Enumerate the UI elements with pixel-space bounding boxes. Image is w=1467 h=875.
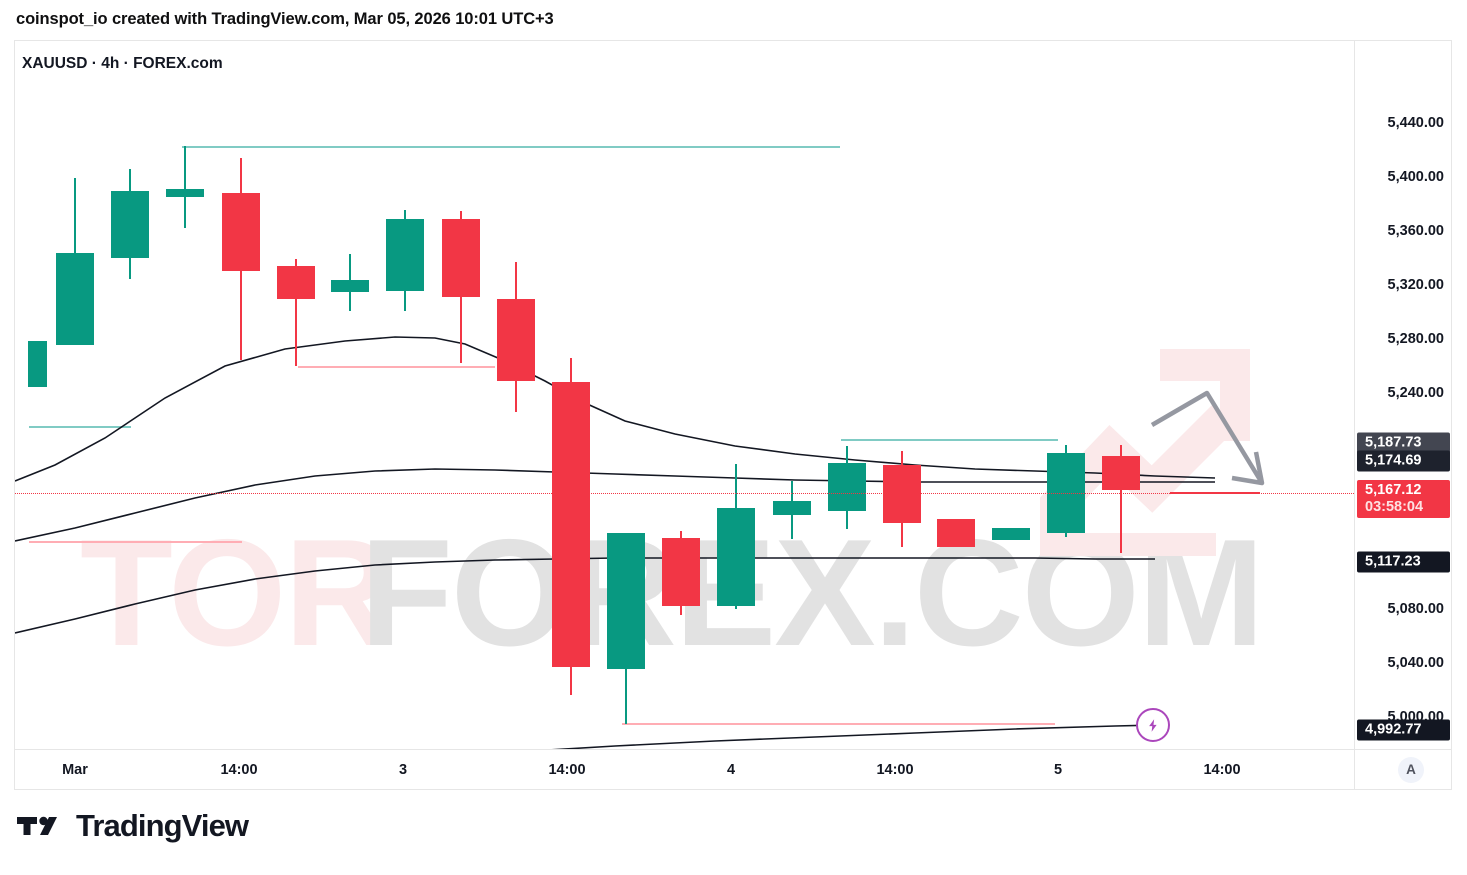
candle-body[interactable]	[552, 382, 590, 667]
resistance-pink-upper[interactable]	[298, 366, 495, 368]
candle-body[interactable]	[1102, 456, 1140, 490]
tradingview-wordmark: TradingView	[76, 808, 249, 843]
candle-body[interactable]	[56, 253, 94, 345]
candle-body[interactable]	[277, 266, 315, 299]
last-price-badge[interactable]: 5,167.12 03:58:04	[1357, 480, 1450, 518]
resistance-green-top[interactable]	[182, 146, 840, 148]
price-tick: 5,360.00	[1387, 223, 1444, 239]
price-tick: 5,400.00	[1387, 169, 1444, 185]
candle-wick	[184, 146, 186, 228]
time-tick: 4	[726, 761, 736, 778]
last-price-marker-stub	[1170, 492, 1260, 494]
candle-body[interactable]	[497, 299, 535, 381]
price-tick: 5,240.00	[1387, 385, 1444, 401]
support-green-left[interactable]	[29, 426, 131, 428]
candle-body[interactable]	[828, 463, 866, 511]
resistance-green-right[interactable]	[841, 439, 1058, 441]
price-axis-separator	[1354, 41, 1355, 790]
last-price-dotted-line	[15, 493, 1354, 494]
time-tick: 3	[398, 761, 408, 778]
candle-body[interactable]	[992, 528, 1030, 540]
candle-body[interactable]	[717, 508, 755, 606]
baseline-trend	[551, 724, 1156, 749]
price-tick: 5,040.00	[1387, 655, 1444, 671]
time-tick: 14:00	[1203, 761, 1241, 778]
economic-event-bolt-icon[interactable]	[1136, 708, 1170, 742]
candle-wick	[1120, 445, 1122, 553]
time-tick: 14:00	[876, 761, 914, 778]
time-tick: 14:00	[548, 761, 586, 778]
tradingview-footer-logo: TradingView	[17, 808, 249, 844]
candle-body[interactable]	[111, 191, 149, 258]
price-tick: 5,280.00	[1387, 331, 1444, 347]
candle-body[interactable]	[662, 538, 700, 606]
support-pink-left[interactable]	[29, 541, 242, 543]
candle-body[interactable]	[607, 533, 645, 669]
price-axis[interactable]: 5,440.00 5,400.00 5,360.00 5,320.00 5,280.00…	[1355, 41, 1452, 749]
tradingview-logo-icon	[17, 816, 57, 835]
candle-body[interactable]	[331, 280, 369, 292]
countdown-text: 03:58:04	[1365, 499, 1424, 515]
price-tick: 5,080.00	[1387, 601, 1444, 617]
time-tick: Mar	[62, 761, 88, 778]
symbol-title: XAUUSD · 4h · FOREX.com	[22, 55, 223, 72]
time-tick: 5	[1053, 761, 1063, 778]
price-tick: 5,440.00	[1387, 115, 1444, 131]
candle-body[interactable]	[386, 219, 424, 291]
time-tick: 14:00	[220, 761, 258, 778]
candle-wick	[295, 259, 297, 366]
support-pink-bottom[interactable]	[622, 723, 1055, 725]
candle-body[interactable]	[442, 219, 480, 297]
mid-band-badge[interactable]: 5,174.69	[1357, 450, 1450, 472]
forecast-arrow-overlay	[1150, 390, 1265, 486]
upper-band-badge[interactable]: 5,187.73	[1357, 432, 1450, 454]
price-tick: 5,320.00	[1387, 277, 1444, 293]
alert-badge[interactable]: A	[1398, 756, 1424, 783]
candle-body[interactable]	[28, 341, 47, 387]
chart-plot-area[interactable]: TOR FOREX.COM	[15, 41, 1354, 749]
lower-band-badge[interactable]: 5,117.23	[1357, 551, 1450, 573]
candle-body[interactable]	[937, 519, 975, 547]
candle-body[interactable]	[773, 501, 811, 515]
credit-line: coinspot_io created with TradingView.com…	[16, 10, 554, 28]
time-axis[interactable]: A Mar 14:00 3 14:00 4 14:00 5 14:00	[15, 749, 1452, 789]
baseline-badge[interactable]: 4,992.77	[1357, 719, 1450, 741]
candle-body[interactable]	[883, 465, 921, 523]
candle-body[interactable]	[222, 193, 260, 271]
lightning-bolt-glyph	[1148, 718, 1157, 732]
candle-body[interactable]	[166, 189, 204, 197]
